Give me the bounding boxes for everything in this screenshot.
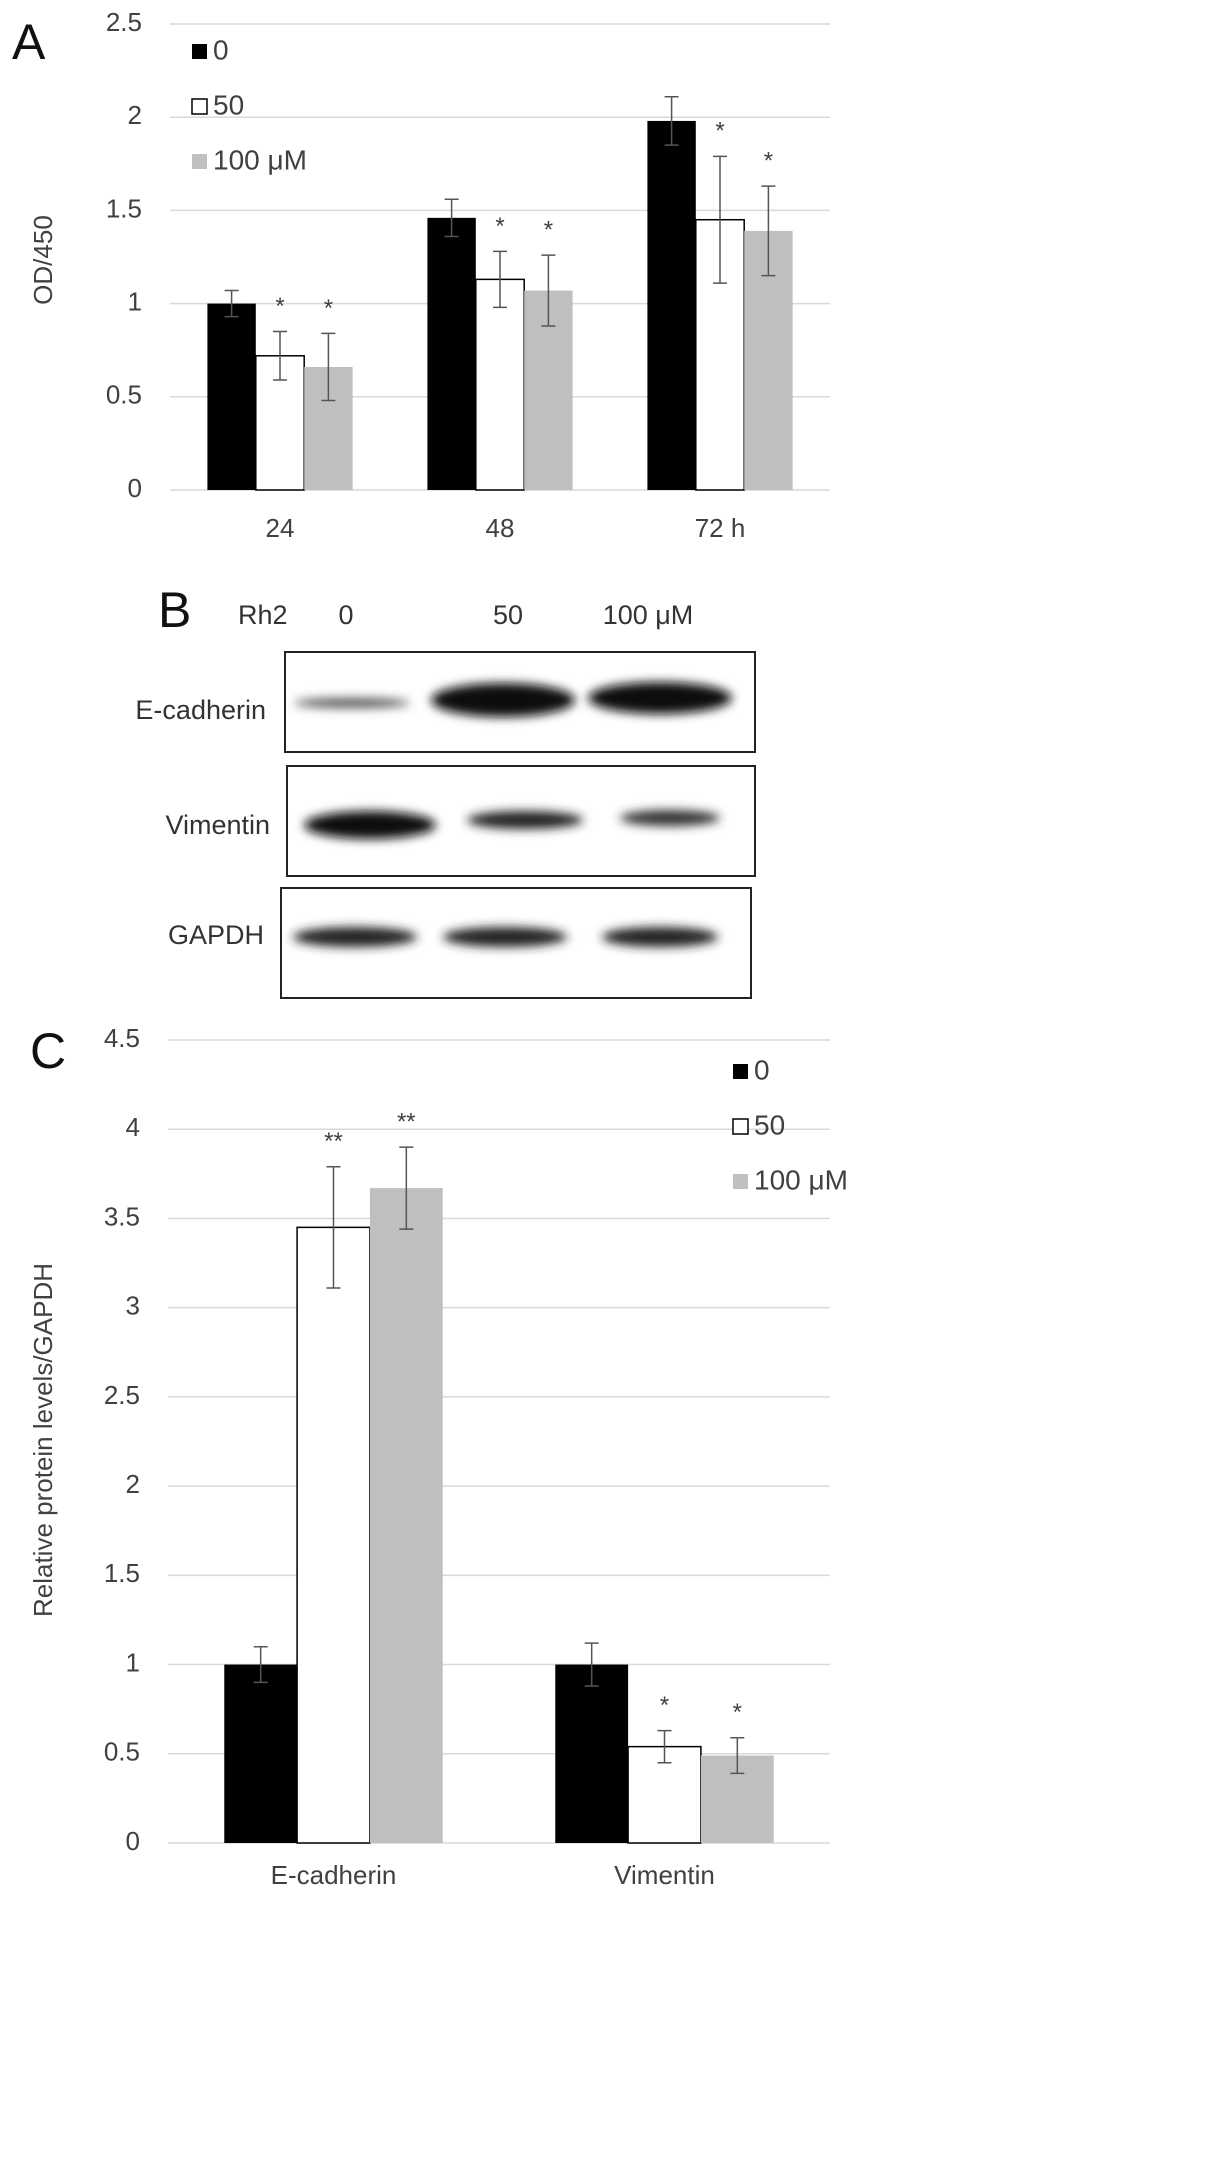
error-bar xyxy=(541,254,556,327)
error-bar xyxy=(584,1642,599,1687)
y-axis-label: OD/450 xyxy=(28,215,58,305)
significance-mark: ** xyxy=(324,1128,343,1155)
bar xyxy=(555,1664,629,1843)
error-bar xyxy=(224,289,239,318)
row-label: GAPDH xyxy=(168,920,264,950)
blot-bands xyxy=(293,682,732,947)
legend-label: 100 μM xyxy=(754,1164,848,1195)
row-label: E-cadherin xyxy=(135,695,266,725)
legend-label: 0 xyxy=(754,1054,770,1085)
panel-label: C xyxy=(30,1023,66,1079)
error-bar xyxy=(399,1146,414,1230)
legend-swatch xyxy=(192,154,207,169)
y-tick-label: 1.5 xyxy=(104,1558,140,1588)
significance-mark: * xyxy=(660,1692,669,1719)
error-bar xyxy=(713,155,727,284)
y-tick-label: 2.5 xyxy=(104,1380,140,1410)
y-tick-label: 4 xyxy=(126,1112,140,1142)
bar xyxy=(369,1188,443,1843)
legend-label: 100 μM xyxy=(213,144,307,175)
significance-mark: * xyxy=(324,295,333,322)
y-tick-label: 2 xyxy=(128,100,142,130)
row-label: Vimentin xyxy=(165,810,270,840)
y-tick-label: 0 xyxy=(128,473,142,503)
error-bar xyxy=(321,332,336,402)
bar xyxy=(475,278,525,491)
y-tick-label: 2 xyxy=(126,1469,140,1499)
legend-swatch xyxy=(191,98,208,115)
y-tick-label: 1 xyxy=(128,286,142,316)
bar xyxy=(647,120,696,490)
lane-label: 100 μM xyxy=(603,600,694,630)
significance-mark: * xyxy=(544,216,553,243)
significance-mark: * xyxy=(495,213,504,240)
lane-label: 50 xyxy=(493,600,523,630)
legend-swatch xyxy=(733,1064,748,1079)
y-tick-label: 1 xyxy=(126,1647,140,1677)
legend-swatch xyxy=(192,44,207,59)
panel-label: B xyxy=(158,582,191,638)
bar xyxy=(427,217,476,490)
significance-mark: * xyxy=(733,1699,742,1726)
legend-swatch xyxy=(733,1174,748,1189)
significance-mark: * xyxy=(715,118,724,145)
error-bar xyxy=(273,330,287,381)
x-tick-label: Vimentin xyxy=(614,1860,715,1890)
y-tick-label: 3 xyxy=(126,1291,140,1321)
y-tick-label: 0 xyxy=(126,1826,140,1856)
y-tick-label: 3.5 xyxy=(104,1201,140,1231)
error-bar xyxy=(730,1736,745,1775)
y-tick-label: 0.5 xyxy=(104,1737,140,1767)
error-bar xyxy=(253,1645,268,1684)
y-tick-label: 2.5 xyxy=(106,7,142,37)
significance-mark: * xyxy=(764,148,773,175)
legend-swatch xyxy=(732,1118,749,1135)
y-tick-label: 0.5 xyxy=(106,380,142,410)
significance-mark: * xyxy=(275,293,284,320)
error-bar xyxy=(444,198,459,238)
treatment-label: Rh2 xyxy=(238,600,288,630)
error-bar xyxy=(761,185,776,277)
legend-label: 0 xyxy=(213,34,229,65)
legend-label: 50 xyxy=(754,1109,785,1140)
bar xyxy=(207,303,256,490)
blot-panel: B Rh2 0 50 100 μM E-cadherin Vimentin GA… xyxy=(135,582,756,999)
x-tick-label: E-cadherin xyxy=(271,1860,397,1890)
x-tick-label: 24 xyxy=(266,513,295,543)
error-bar xyxy=(326,1165,341,1289)
panel-label: A xyxy=(12,14,46,70)
y-tick-label: 1.5 xyxy=(106,193,142,223)
x-tick-label: 72 h xyxy=(695,513,746,543)
error-bar xyxy=(664,95,679,146)
x-tick-label: 48 xyxy=(486,513,515,543)
y-axis-label: Relative protein levels/GAPDH xyxy=(28,1263,58,1617)
lane-label: 0 xyxy=(338,600,353,630)
bar xyxy=(224,1664,298,1843)
legend-label: 50 xyxy=(213,89,244,120)
y-tick-label: 4.5 xyxy=(104,1023,140,1053)
error-bar xyxy=(493,250,507,309)
error-bar xyxy=(657,1729,672,1764)
significance-mark: ** xyxy=(397,1108,416,1135)
bar xyxy=(296,1226,371,1844)
